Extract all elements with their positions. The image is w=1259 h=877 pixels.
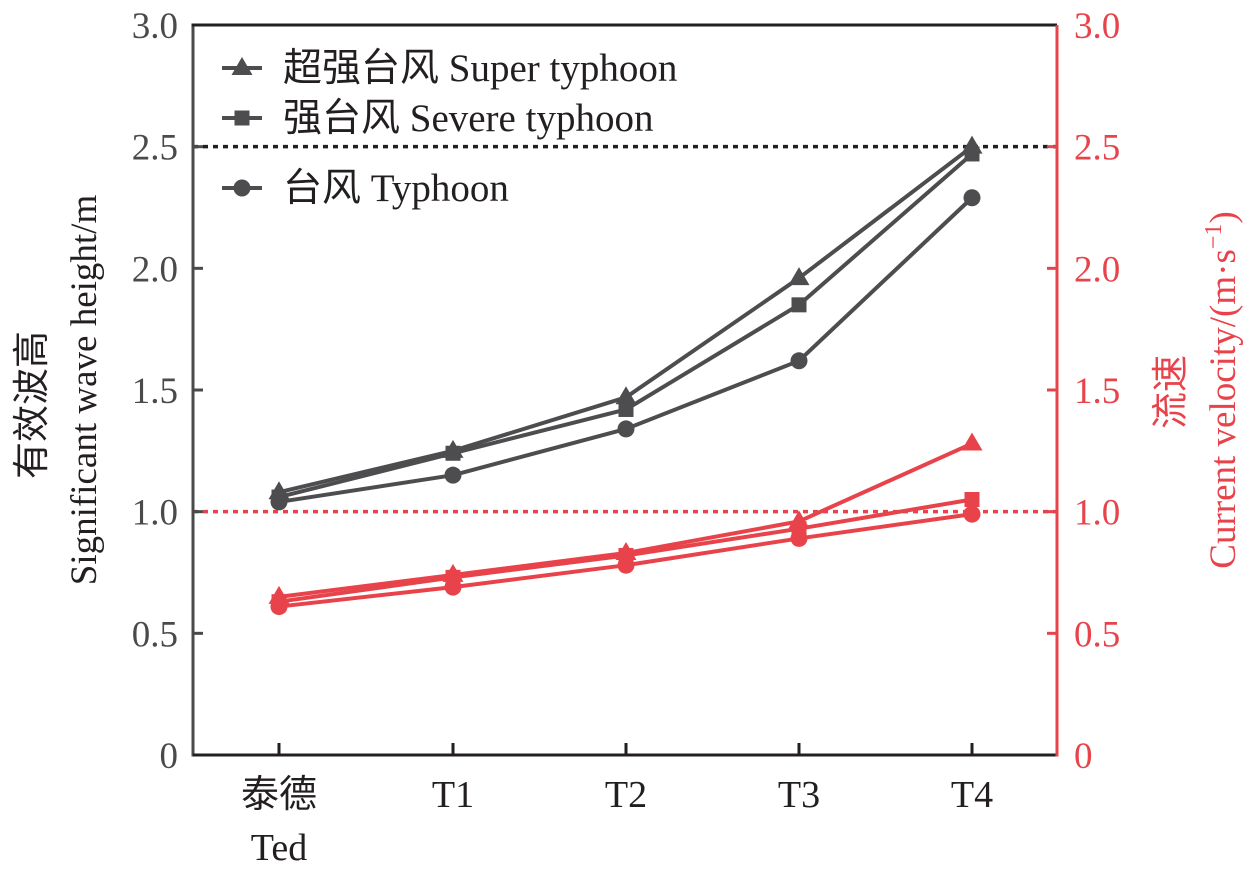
y-right-tick-label: 1.0 [1074, 493, 1120, 534]
legend-item: 强台风 Severe typhoon [222, 97, 653, 140]
reference-lines [193, 144, 1057, 514]
y-right-tick-label: 3.0 [1074, 6, 1120, 47]
series-group [268, 135, 983, 616]
y-axis-right-label-sup: −1 [1201, 224, 1227, 250]
y-right-tick-label: 2.0 [1074, 249, 1120, 290]
y-axis-right-label-main: Current velocity/(m·s [1203, 249, 1244, 569]
y-axis-left-label-cn: 有效波高 [11, 331, 53, 479]
series-3 [268, 432, 983, 604]
x-tick-label: T1 [432, 774, 474, 816]
y-left-tick-label: 3.0 [132, 6, 178, 47]
data-point-circle [790, 529, 808, 547]
data-point-triangle [788, 267, 810, 286]
axis-labels: 有效波高 Significant wave height/m 流速 Curren… [11, 195, 1244, 586]
data-point-circle [617, 420, 635, 438]
legend-item: 台风 Typhoon [222, 167, 509, 210]
data-point-square [791, 297, 807, 313]
data-point-circle [963, 189, 981, 207]
legend-label: 超强台风 Super typhoon [283, 47, 677, 90]
x-tick-label: T3 [778, 774, 820, 816]
x-tick-label: 泰德 [241, 774, 317, 816]
x-tick-label: Ted [251, 827, 307, 869]
data-point-circle [444, 578, 462, 596]
series-4 [271, 492, 980, 610]
legend-label: 强台风 Severe typhoon [283, 97, 653, 140]
axes: 0 0 0.5 0.5 1.0 1.0 1.5 1.5 2.0 2.0 2.5 2.5 3.0 3.0 泰德… [132, 6, 1121, 869]
x-tick-label: T4 [951, 774, 993, 816]
data-point-triangle [615, 386, 637, 405]
data-point-square [618, 401, 634, 417]
y-axis-right-label-cn: 流速 [1151, 355, 1192, 429]
data-point-square [445, 445, 461, 461]
data-point-circle [270, 493, 288, 511]
y-left-tick-label: 1.5 [132, 371, 178, 412]
series-5 [270, 505, 981, 616]
data-point-circle [444, 466, 462, 484]
data-point-circle [790, 352, 808, 370]
y-axis-right-label-en: Current velocity/(m·s−1) [1201, 211, 1244, 568]
data-point-circle [270, 598, 288, 616]
y-left-tick-label: 2.0 [132, 249, 178, 290]
series-2 [270, 189, 981, 511]
legend: 超强台风 Super typhoon 强台风 Severe typhoon 台风 T… [222, 47, 677, 210]
legend-marker-circle [233, 179, 251, 197]
legend-marker-square [234, 110, 250, 126]
y-axis-left-label-en: Significant wave height/m [64, 195, 105, 586]
data-point-circle [963, 505, 981, 523]
y-right-tick-label: 0.5 [1074, 614, 1120, 655]
legend-item: 超强台风 Super typhoon [222, 47, 677, 90]
legend-label: 台风 Typhoon [283, 167, 509, 210]
y-right-tick-label: 2.5 [1074, 128, 1120, 169]
data-point-square [964, 146, 980, 162]
y-left-tick-label: 1.0 [132, 493, 178, 534]
y-left-tick-label: 0.5 [132, 614, 178, 655]
data-point-square [964, 492, 980, 507]
y-left-tick-label: 2.5 [132, 128, 178, 169]
data-point-circle [617, 556, 635, 574]
series-1 [271, 146, 980, 505]
y-axis-right-label-close: ) [1203, 211, 1244, 223]
legend-marker-triangle [231, 57, 253, 75]
y-left-tick-label: 0 [160, 736, 179, 777]
data-point-triangle [961, 432, 983, 451]
y-right-tick-label: 1.5 [1074, 371, 1120, 412]
x-tick-label: T2 [605, 774, 647, 816]
y-right-tick-label: 0 [1074, 736, 1093, 777]
